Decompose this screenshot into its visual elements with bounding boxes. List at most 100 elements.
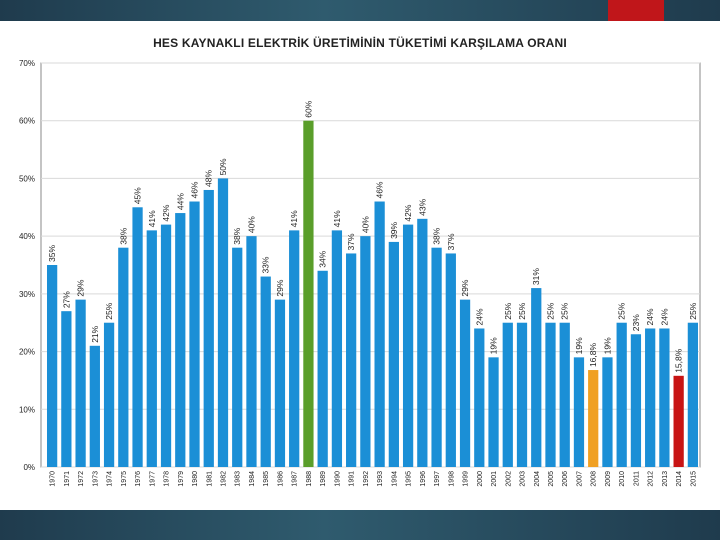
bar-2006: [559, 322, 570, 467]
data-labels: 35% 27% 29% 21% 25% 38% 45% 41% 42% 44% 46% 48% 50% 3…: [47, 100, 698, 373]
bar-2011: [630, 334, 642, 467]
bar-chart: 0%10%20%30%40%50%60%70% 35%27%29%21%25%3…: [19, 35, 701, 487]
data-label-1973: 21%: [90, 325, 100, 342]
bar-1992: [360, 236, 371, 467]
bar-1971: [61, 311, 72, 467]
x-tick-label-2014: 2014: [676, 471, 683, 487]
x-tick-label-1973: 1973: [92, 471, 99, 487]
data-label-2013: 24%: [659, 308, 669, 325]
bar-2005: [545, 322, 556, 467]
x-tick-label-1982: 1982: [220, 471, 227, 487]
bar-1976: [132, 207, 143, 468]
x-axis-ticks: 1970 1971 1972 1973 1974 1975 1976 1977 1978 1979…: [50, 471, 698, 487]
y-tick-label: 60%: [19, 117, 35, 126]
data-label-1976: 45%: [133, 187, 143, 204]
bar-1975: [118, 247, 129, 467]
data-label-1987: 41%: [289, 210, 299, 227]
data-label-1983: 38%: [232, 227, 242, 244]
x-tick-label-2000: 2000: [477, 471, 484, 487]
data-label-2006: 25%: [560, 302, 570, 319]
data-label-2012: 24%: [645, 308, 655, 325]
x-tick-label-1970: 1970: [50, 471, 57, 487]
bar-2009: [602, 357, 613, 467]
bar-1989: [317, 270, 328, 467]
bar-2014: [673, 375, 684, 467]
x-tick-label-1974: 1974: [107, 471, 114, 487]
bottom-footer-band: [0, 510, 720, 540]
bar-1984: [246, 236, 257, 467]
x-tick-label-1975: 1975: [121, 471, 128, 487]
x-tick-label-1978: 1978: [164, 471, 171, 487]
bar-2000: [474, 328, 485, 467]
x-tick-label-1990: 1990: [334, 471, 341, 487]
data-label-2011: 23%: [631, 314, 641, 331]
data-label-2009: 19%: [602, 337, 612, 354]
bar-1979: [175, 213, 186, 467]
x-tick-label-1994: 1994: [391, 471, 398, 487]
data-label-1990: 41%: [332, 210, 342, 227]
data-label-2008: 16,8%: [588, 342, 598, 367]
x-tick-label-1981: 1981: [206, 471, 213, 487]
bar-1999: [459, 299, 471, 467]
chart-title: HES KAYNAKLI ELEKTRİK ÜRETİMİNİN TÜKETİM…: [153, 35, 567, 50]
data-label-1975: 38%: [118, 227, 128, 244]
data-label-2003: 25%: [517, 302, 527, 319]
x-tick-label-1980: 1980: [192, 471, 199, 487]
x-tick-label-1996: 1996: [420, 471, 427, 487]
data-label-2014: 15,8%: [674, 348, 684, 373]
x-tick-label-2008: 2008: [591, 471, 598, 487]
x-tick-label-2010: 2010: [619, 471, 626, 487]
data-label-1993: 46%: [375, 181, 385, 198]
x-tick-label-1984: 1984: [249, 471, 256, 487]
y-tick-label: 70%: [19, 59, 35, 68]
bar-1985: [260, 276, 271, 467]
y-tick-label: 30%: [19, 290, 35, 299]
x-tick-label-1986: 1986: [277, 471, 284, 487]
bar-1997: [431, 247, 442, 467]
data-label-1997: 38%: [432, 227, 442, 244]
bar-2004: [531, 288, 542, 467]
bar-1972: [75, 299, 86, 467]
bar-2015: [687, 322, 699, 467]
y-tick-label: 20%: [19, 348, 35, 357]
bar-1988: [303, 120, 314, 467]
bar-2013: [659, 328, 670, 467]
data-label-1996: 43%: [417, 198, 427, 215]
data-label-2004: 31%: [531, 268, 541, 285]
data-label-1999: 29%: [460, 279, 470, 296]
bar-2003: [516, 322, 528, 467]
x-tick-label-1993: 1993: [377, 471, 384, 487]
data-label-1985: 33%: [261, 256, 271, 273]
data-label-1970: 35%: [47, 245, 57, 262]
x-tick-label-2006: 2006: [562, 471, 569, 487]
data-label-1980: 46%: [190, 181, 200, 198]
data-label-2001: 19%: [489, 337, 499, 354]
x-tick-label-2007: 2007: [576, 471, 583, 487]
bar-1973: [89, 345, 100, 467]
data-label-1981: 48%: [204, 170, 214, 187]
bar-1996: [417, 218, 428, 467]
data-label-1977: 41%: [147, 210, 157, 227]
bar-1978: [160, 224, 172, 467]
y-tick-label: 10%: [19, 405, 35, 414]
bar-2012: [645, 328, 656, 467]
x-tick-label-2013: 2013: [662, 471, 669, 487]
x-tick-label-1983: 1983: [235, 471, 242, 487]
x-tick-label-1997: 1997: [434, 471, 441, 487]
x-tick-label-2005: 2005: [548, 471, 555, 487]
x-tick-label-2001: 2001: [491, 471, 498, 487]
x-tick-label-1972: 1972: [78, 471, 85, 487]
data-label-1984: 40%: [246, 216, 256, 233]
data-label-1979: 44%: [175, 193, 185, 210]
bar-2008: [588, 370, 599, 467]
x-tick-label-1977: 1977: [149, 471, 156, 487]
bar-2010: [616, 322, 627, 467]
data-label-1989: 34%: [318, 250, 328, 267]
x-tick-label-2011: 2011: [633, 471, 640, 486]
data-label-1991: 37%: [346, 233, 356, 250]
data-label-2015: 25%: [688, 302, 698, 319]
data-label-1988: 60%: [303, 100, 313, 117]
y-tick-label: 0%: [23, 463, 35, 472]
bar-2001: [488, 357, 499, 467]
data-label-2002: 25%: [503, 302, 513, 319]
